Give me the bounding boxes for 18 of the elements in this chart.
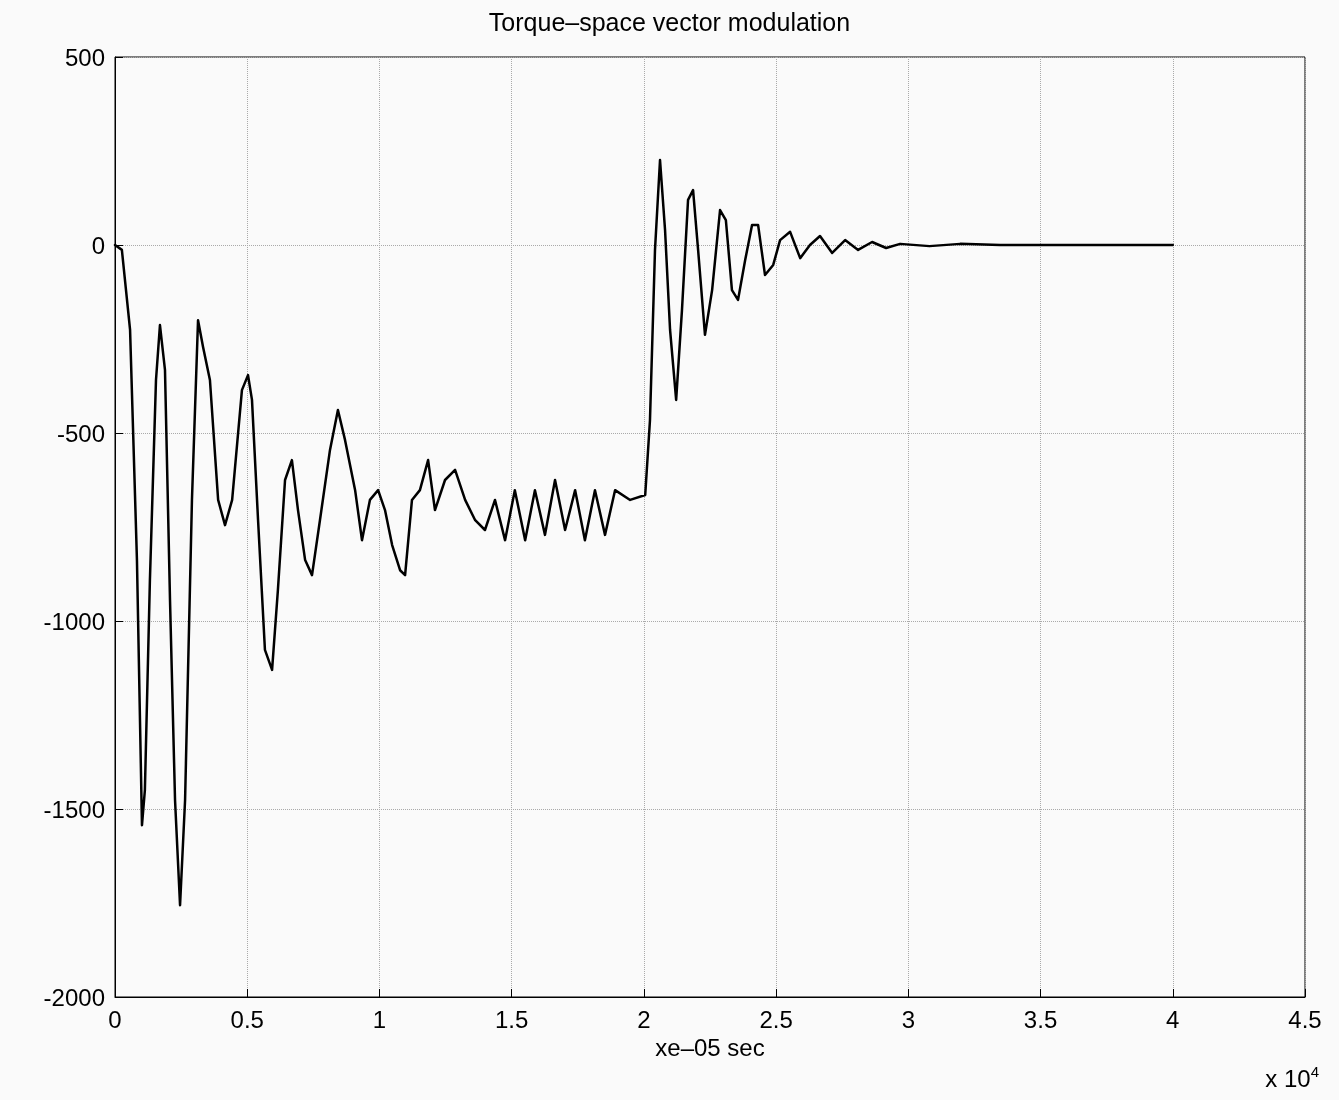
y-tick-label: 500 [64, 43, 105, 71]
y-tick-label: -2000 [43, 983, 105, 1011]
x-tick-label: 0.5 [230, 1005, 264, 1033]
x-tick-label: 2.5 [759, 1005, 793, 1033]
y-tick-label: 0 [91, 231, 105, 259]
chart-title: Torque–space vector modulation [488, 7, 851, 36]
y-tick-label: -1000 [43, 607, 105, 635]
x-tick-label: 2 [637, 1005, 651, 1033]
x-axis-title: xe–05 sec [655, 1034, 765, 1062]
y-tick-label: -500 [56, 419, 105, 447]
x-tick-label: 4.5 [1288, 1005, 1322, 1033]
x-tick-label: 3.5 [1023, 1005, 1058, 1033]
x-tick-label: 1 [372, 1005, 387, 1033]
x-tick-label: 0 [108, 1005, 122, 1033]
x-tick-label: 4 [1166, 1005, 1180, 1033]
y-tick-label: -1500 [43, 795, 105, 823]
x-tick-label: 1.5 [494, 1005, 529, 1033]
x-tick-label: 3 [901, 1005, 916, 1033]
